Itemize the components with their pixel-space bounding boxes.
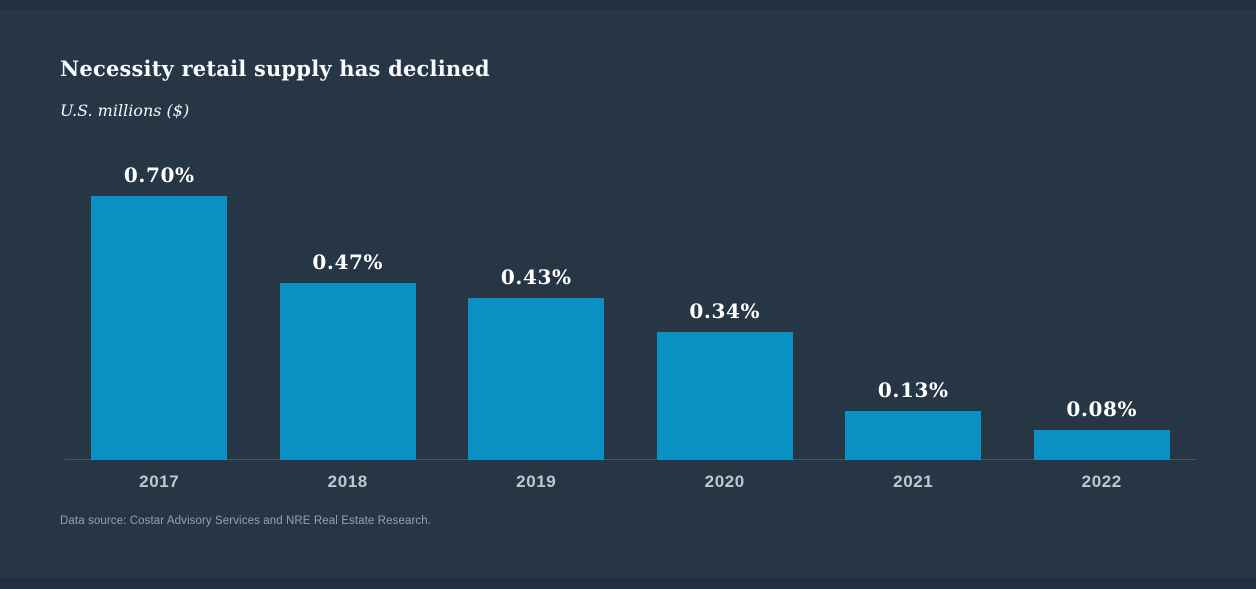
bar-slot-2020: 0.34% 2020 (631, 150, 820, 491)
bar-2017 (91, 196, 228, 460)
bar-2019 (468, 298, 605, 460)
bar-value-label-2018: 0.47% (312, 250, 384, 274)
bar-2022 (1033, 430, 1170, 460)
x-tick-label-2021: 2021 (893, 472, 934, 491)
bar-2020 (656, 332, 793, 460)
bar-value-label-2017: 0.70% (123, 163, 195, 187)
x-tick-label-2019: 2019 (516, 472, 557, 491)
bar-slot-2017: 0.70% 2017 (65, 150, 254, 491)
top-edge-band (0, 0, 1256, 10)
x-tick-label-2018: 2018 (327, 472, 368, 491)
bar-slot-2019: 0.43% 2019 (442, 150, 631, 491)
x-tick-label-2017: 2017 (139, 472, 180, 491)
chart-title: Necessity retail supply has declined (60, 56, 490, 81)
bar-value-label-2020: 0.34% (689, 299, 761, 323)
bar-slot-2022: 0.08% 2022 (1008, 150, 1197, 491)
bar-2018 (279, 283, 416, 460)
bottom-edge-band (0, 578, 1256, 589)
x-tick-label-2022: 2022 (1081, 472, 1122, 491)
chart-subtitle: U.S. millions ($) (60, 101, 190, 120)
bar-chart-plot: 0.70% 2017 0.47% 2018 0.43% 2019 0.34% 2020 0.13… (65, 150, 1197, 491)
bar-value-label-2019: 0.43% (500, 265, 572, 289)
bar-slot-2018: 0.47% 2018 (254, 150, 443, 491)
data-source-note: Data source: Costar Advisory Services an… (60, 515, 432, 527)
bar-value-label-2022: 0.08% (1066, 397, 1138, 421)
bar-slot-2021: 0.13% 2021 (819, 150, 1008, 491)
x-axis-line (65, 459, 1196, 460)
bar-2021 (845, 411, 982, 460)
x-tick-label-2020: 2020 (704, 472, 745, 491)
bar-value-label-2021: 0.13% (877, 378, 949, 402)
